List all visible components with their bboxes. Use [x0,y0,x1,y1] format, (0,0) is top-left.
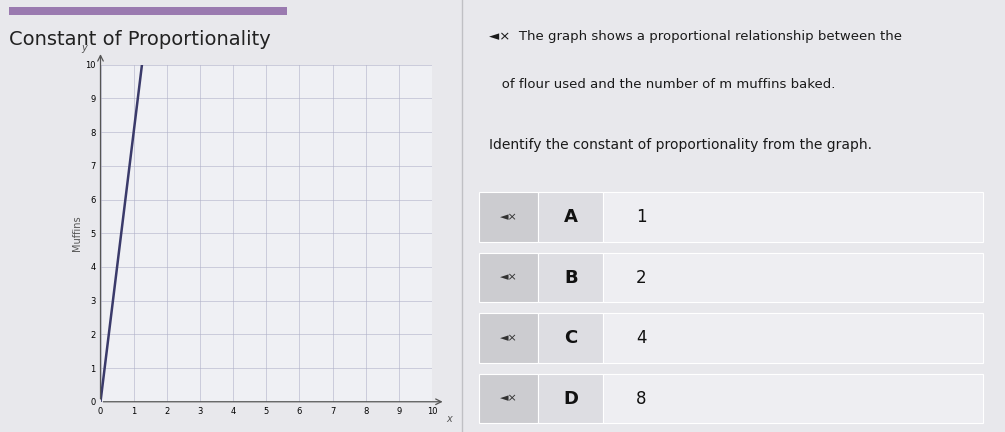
Text: 8: 8 [636,390,646,407]
Text: x: x [446,413,451,424]
Bar [603,313,983,363]
Text: ◄×: ◄× [499,333,518,343]
Text: of flour used and the number of m muffins baked.: of flour used and the number of m muffin… [489,78,836,91]
Bar [478,253,539,302]
Text: 2: 2 [636,269,646,286]
Bar [9,7,286,15]
Text: y: y [81,43,86,53]
Bar [603,374,983,423]
Text: 1: 1 [636,208,646,226]
Text: ◄×: ◄× [499,394,518,403]
Bar [603,192,983,242]
Text: 4: 4 [636,329,646,347]
Text: ◄×  The graph shows a proportional relationship between the: ◄× The graph shows a proportional relati… [489,30,902,43]
Text: ◄×: ◄× [499,212,518,222]
Y-axis label: Muffins: Muffins [72,216,82,251]
Text: Identify the constant of proportionality from the graph.: Identify the constant of proportionality… [489,138,872,152]
Bar [478,374,539,423]
Bar [539,313,603,363]
Bar [539,192,603,242]
Text: A: A [564,208,578,226]
Text: D: D [564,390,578,407]
Bar [539,253,603,302]
Bar [478,313,539,363]
Bar [603,253,983,302]
Text: B: B [564,269,578,286]
Text: ◄×: ◄× [499,273,518,283]
Bar [478,192,539,242]
Text: Constant of Proportionality: Constant of Proportionality [9,30,271,49]
Bar [539,374,603,423]
Text: C: C [564,329,578,347]
